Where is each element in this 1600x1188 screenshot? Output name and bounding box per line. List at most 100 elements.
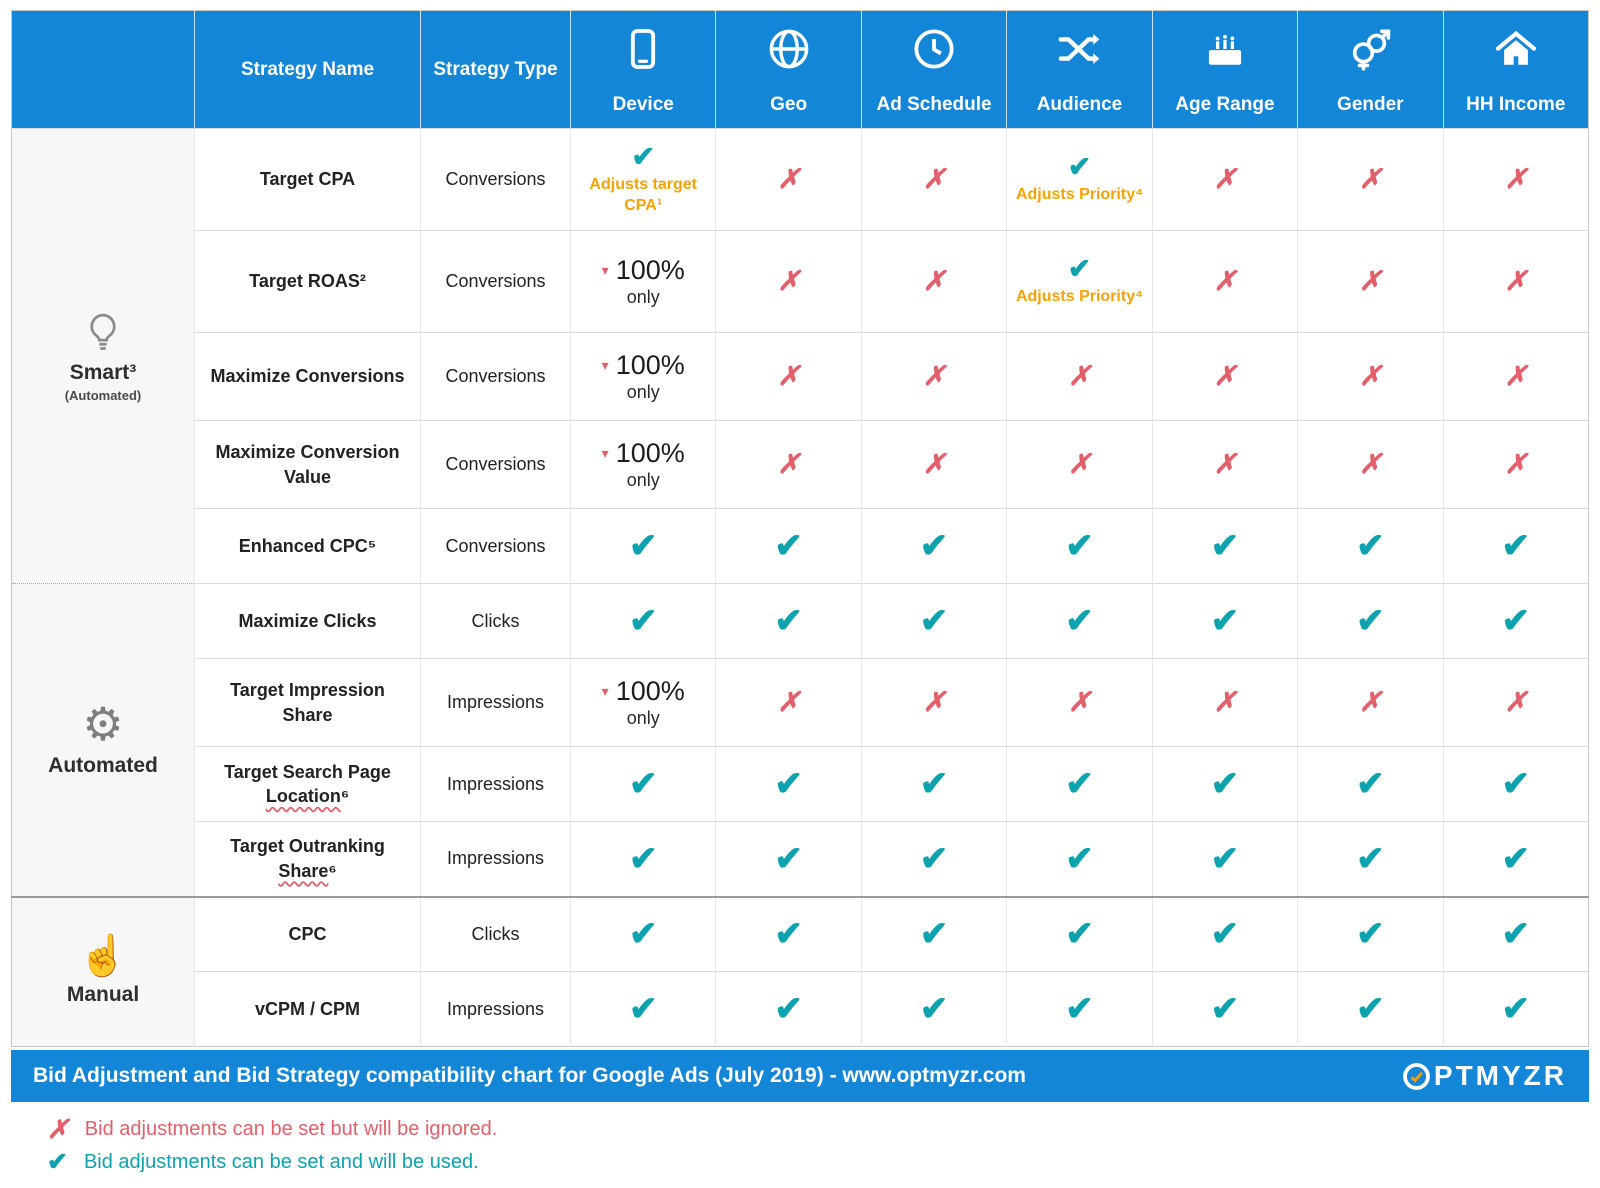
cross-icon: ✗ <box>922 449 946 479</box>
table-row: Target Outranking Share⁶ Impressions ✔ ✔ ✔ ✔ ✔… <box>12 821 1589 897</box>
cell-cross: ✗ <box>715 658 862 747</box>
pct-qualifier: only <box>626 382 660 402</box>
cross-icon: ✗ <box>777 449 800 479</box>
cell-check: ✔ <box>1297 508 1444 584</box>
cell-cross: ✗ <box>1152 230 1299 333</box>
group-name: Automated <box>48 754 158 778</box>
hand-icon: ☝ <box>78 934 128 979</box>
cell-cross: ✗ <box>715 332 862 421</box>
gear-icon: ⚙ <box>82 698 124 751</box>
table-row: ⚙ Automated Maximize Clicks Clicks ✔ ✔ ✔ ✔ ✔ ✔ ✔ <box>11 583 1589 897</box>
cell-cross: ✗ <box>1297 420 1444 509</box>
check-icon: ✔ <box>1356 527 1385 565</box>
cell-pct-only: ▾ 100% only <box>570 230 717 333</box>
cross-icon: ✗ <box>1068 361 1091 391</box>
table-row: Maximize Conversion Value Conversions ▾ 100… <box>12 420 1589 509</box>
cell-check: ✔ <box>1297 746 1444 822</box>
cell-check: ✔ <box>1152 583 1299 659</box>
check-icon: ✔ <box>1065 839 1094 878</box>
strategy-name: Target Search Page Location⁶ <box>194 746 421 822</box>
cell-cross: ✗ <box>1297 332 1444 421</box>
column-label: Audience <box>1036 94 1123 115</box>
check-icon: ✔ <box>919 527 949 565</box>
header-corner <box>11 10 195 129</box>
cell-cross: ✗ <box>861 128 1008 231</box>
cell-check: ✔ <box>1006 821 1153 897</box>
cell-check: ✔ <box>715 746 862 822</box>
cross-icon: ✗ <box>47 1114 69 1144</box>
down-triangle-icon: ▾ <box>601 262 609 278</box>
footer-bar: Bid Adjustment and Bid Strategy compatib… <box>11 1050 1589 1102</box>
column-header-strategy-type: Strategy Type <box>420 10 571 129</box>
cell-pct-only: ▾ 100% only <box>570 332 717 421</box>
group-cell-automated: ⚙ Automated <box>11 583 195 897</box>
pct-value: 100% <box>615 438 685 468</box>
cell-check: ✔ <box>861 746 1008 822</box>
cell-cross: ✗ <box>1297 128 1444 231</box>
check-icon: ✔ <box>1501 527 1531 565</box>
group-name: Smart³ <box>69 360 137 384</box>
column-label: Age Range <box>1175 94 1275 115</box>
hh-income-icon <box>1493 26 1539 72</box>
table-row: ☝ Manual CPC Clicks ✔ ✔ ✔ ✔ ✔ ✔ ✔ <box>11 895 1589 1047</box>
cross-icon: ✗ <box>1359 687 1382 717</box>
check-icon: ✔ <box>1356 602 1385 640</box>
cell-check: ✔ <box>1152 971 1299 1047</box>
strategy-name: vCPM / CPM <box>194 971 421 1047</box>
check-icon: ✔ <box>919 765 949 803</box>
cross-icon: ✗ <box>922 687 946 717</box>
cross-icon: ✗ <box>1213 266 1237 296</box>
cell-check: ✔ <box>715 583 862 659</box>
column-header-geo: Geo <box>715 10 862 129</box>
check-icon: ✔ <box>919 915 949 954</box>
down-triangle-icon: ▾ <box>601 445 609 461</box>
column-label: Gender <box>1337 94 1404 115</box>
cross-icon: ✗ <box>777 687 800 717</box>
cell-check: ✔ <box>1152 821 1299 897</box>
check-icon: ✔ <box>919 990 949 1028</box>
check-icon: ✔ <box>774 839 803 878</box>
table-row: vCPM / CPM Impressions ✔ ✔ ✔ ✔ ✔ ✔ ✔ <box>12 971 1589 1047</box>
strategy-name: Maximize Conversions <box>194 332 421 421</box>
group-name: Manual <box>66 983 140 1007</box>
cell-check: ✔ <box>715 895 862 972</box>
cross-icon: ✗ <box>777 164 800 194</box>
cell-check: ✔ <box>861 821 1008 897</box>
group-cell-manual: ☝ Manual <box>11 895 195 1047</box>
device-icon <box>620 26 666 72</box>
cell-check: ✔ <box>1297 821 1444 897</box>
cross-icon: ✗ <box>1359 164 1382 194</box>
column-header-age-range: Age Range <box>1152 10 1299 129</box>
compatibility-chart-page: Strategy Name Strategy Type Device Geo Ad Sc… <box>11 0 1589 1175</box>
adjustment-note: Adjusts Priority⁴ <box>1015 288 1143 306</box>
cell-check: ✔ <box>1006 583 1153 659</box>
cell-cross: ✗ <box>861 658 1008 747</box>
cell-check-note: ✔ Adjusts Priority⁴ <box>1006 230 1153 333</box>
cross-icon: ✗ <box>1504 449 1528 479</box>
strategy-name: Target Impression Share <box>194 658 421 747</box>
table-row: Target ROAS² Conversions ▾ 100% only ✗ ✗ ✔ Adjus… <box>12 230 1589 333</box>
spellcheck-underline: Location <box>265 786 341 806</box>
cross-icon: ✗ <box>1068 449 1091 479</box>
strategy-type: Clicks <box>420 895 571 972</box>
cell-check: ✔ <box>1443 583 1589 659</box>
check-icon: ✔ <box>774 602 803 640</box>
cross-icon: ✗ <box>1504 361 1528 391</box>
column-label: Strategy Name <box>240 58 375 80</box>
strategy-name: Target ROAS² <box>194 230 421 333</box>
strategy-type: Impressions <box>420 821 571 897</box>
cell-cross: ✗ <box>1443 332 1589 421</box>
cross-icon: ✗ <box>1359 266 1382 296</box>
legend-text: Bid adjustments can be set but will be i… <box>84 1117 498 1140</box>
column-label: Strategy Type <box>433 58 558 80</box>
cell-check: ✔ <box>861 971 1008 1047</box>
ad-schedule-icon <box>911 26 957 72</box>
check-icon: ✔ <box>1501 839 1531 878</box>
cell-cross: ✗ <box>1297 658 1444 747</box>
spellcheck-underline: Share <box>278 860 329 881</box>
check-icon: ✔ <box>47 1148 68 1176</box>
cell-cross: ✗ <box>1297 230 1444 333</box>
column-header-audience: Audience <box>1006 10 1153 129</box>
down-triangle-icon: ▾ <box>601 683 609 699</box>
column-header-gender: Gender <box>1297 10 1444 129</box>
